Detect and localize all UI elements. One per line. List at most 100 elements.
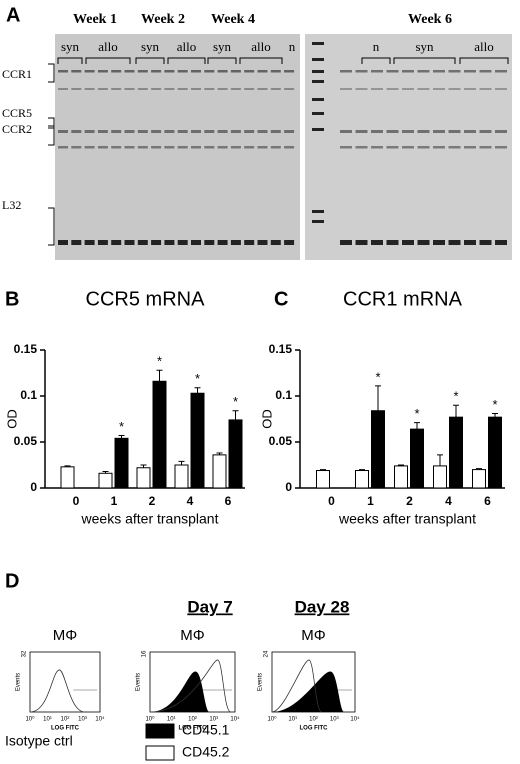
bar	[190, 392, 205, 489]
cell-label: MΦ	[180, 627, 204, 644]
gel-band	[217, 70, 228, 73]
gel-band	[355, 88, 368, 90]
gel-band	[244, 146, 255, 149]
bar	[114, 437, 129, 489]
gel-band	[495, 88, 507, 90]
gel-band	[270, 88, 281, 90]
x-tick-label: 10¹	[288, 717, 297, 723]
x-tick-label: 10³	[330, 717, 339, 723]
x-tick-label: 10⁰	[25, 716, 35, 723]
marker-band	[312, 210, 324, 213]
band-bracket	[48, 63, 55, 83]
band-label: CCR2	[2, 122, 32, 136]
gel-band	[111, 88, 122, 90]
x-tick-label: 10²	[61, 717, 70, 723]
gel-band	[464, 146, 476, 149]
group-bracket	[361, 57, 391, 64]
gel-band	[495, 240, 507, 245]
gel-band	[479, 88, 492, 90]
significance-mark: *	[119, 419, 124, 434]
error-bar	[320, 469, 326, 471]
band-label: CCR5	[2, 106, 32, 120]
gel-band	[355, 130, 368, 133]
significance-mark: *	[195, 371, 200, 386]
gel-band	[97, 240, 108, 245]
group-bracket	[57, 57, 83, 64]
error-bar	[216, 452, 223, 455]
group-bracket	[239, 57, 283, 64]
y-axis-label: OD	[259, 409, 274, 429]
gel-band	[137, 240, 148, 245]
group-label: syn	[61, 39, 80, 54]
gel-band	[164, 88, 175, 90]
gel-band	[84, 240, 95, 245]
gel-band	[191, 240, 201, 245]
gel-band	[111, 70, 122, 73]
gel-band	[58, 146, 68, 149]
y-axis-label: Events	[16, 673, 22, 691]
gel-band	[84, 146, 95, 149]
gel-band	[417, 88, 430, 90]
week-label: Week 6	[408, 12, 452, 27]
gel-band	[177, 70, 188, 73]
group-label: allo	[251, 39, 271, 54]
group-label: allo	[474, 39, 494, 54]
significance-mark: *	[233, 394, 238, 409]
gel-band	[340, 130, 352, 133]
y-tick-label: 0	[30, 480, 37, 494]
x-tick-label: 4	[445, 494, 452, 508]
gel-band	[495, 146, 507, 149]
y-tick-label: 0.1	[20, 388, 37, 402]
gel-band	[244, 240, 255, 245]
x-tick-label: 0	[73, 494, 80, 508]
marker-band	[312, 42, 324, 45]
gel-band	[386, 70, 399, 73]
gel-band	[448, 88, 461, 90]
y-max-label: 24	[264, 650, 270, 657]
bar	[355, 470, 369, 489]
marker-band	[312, 128, 324, 131]
y-tick-label: 0.1	[275, 388, 292, 402]
gel-band	[448, 70, 461, 73]
gel-band	[417, 70, 430, 73]
group-label: syn	[141, 39, 160, 54]
x-tick-label: 10³	[209, 717, 218, 723]
error-bar	[178, 460, 185, 465]
group-bracket	[85, 57, 131, 64]
gel-band	[124, 146, 135, 149]
gel-band	[433, 88, 445, 90]
x-tick-label: 6	[225, 494, 232, 508]
error-bar	[140, 464, 147, 468]
x-tick-label: 10⁰	[145, 716, 155, 723]
group-label: n	[289, 39, 296, 54]
gel-band	[230, 70, 241, 73]
error-bar	[414, 422, 420, 430]
gel-band	[84, 130, 95, 133]
error-bar	[118, 435, 125, 439]
group-label: syn	[213, 39, 232, 54]
group-label: n	[373, 39, 380, 54]
gel-band	[257, 240, 268, 245]
bar	[433, 465, 447, 489]
gel-band	[448, 130, 461, 133]
gel-band	[124, 240, 135, 245]
gel-band	[355, 70, 368, 73]
marker-band	[312, 58, 324, 61]
bar	[371, 410, 385, 489]
gel-band	[495, 130, 507, 133]
gel-band	[164, 146, 175, 149]
x-tick-label: 4	[187, 494, 194, 508]
cell-label: MΦ	[301, 627, 325, 644]
gel-band	[191, 146, 201, 149]
error-bar	[453, 404, 459, 418]
gel-band	[191, 70, 201, 73]
gel-band	[402, 88, 414, 90]
y-tick-label: 0.15	[14, 342, 38, 356]
gel-band	[177, 146, 188, 149]
bar	[410, 428, 424, 489]
band-label: L32	[2, 198, 21, 212]
gel-band	[58, 88, 68, 90]
gel-band	[230, 130, 241, 133]
week-label: Week 4	[211, 12, 255, 27]
significance-mark: *	[453, 389, 458, 404]
